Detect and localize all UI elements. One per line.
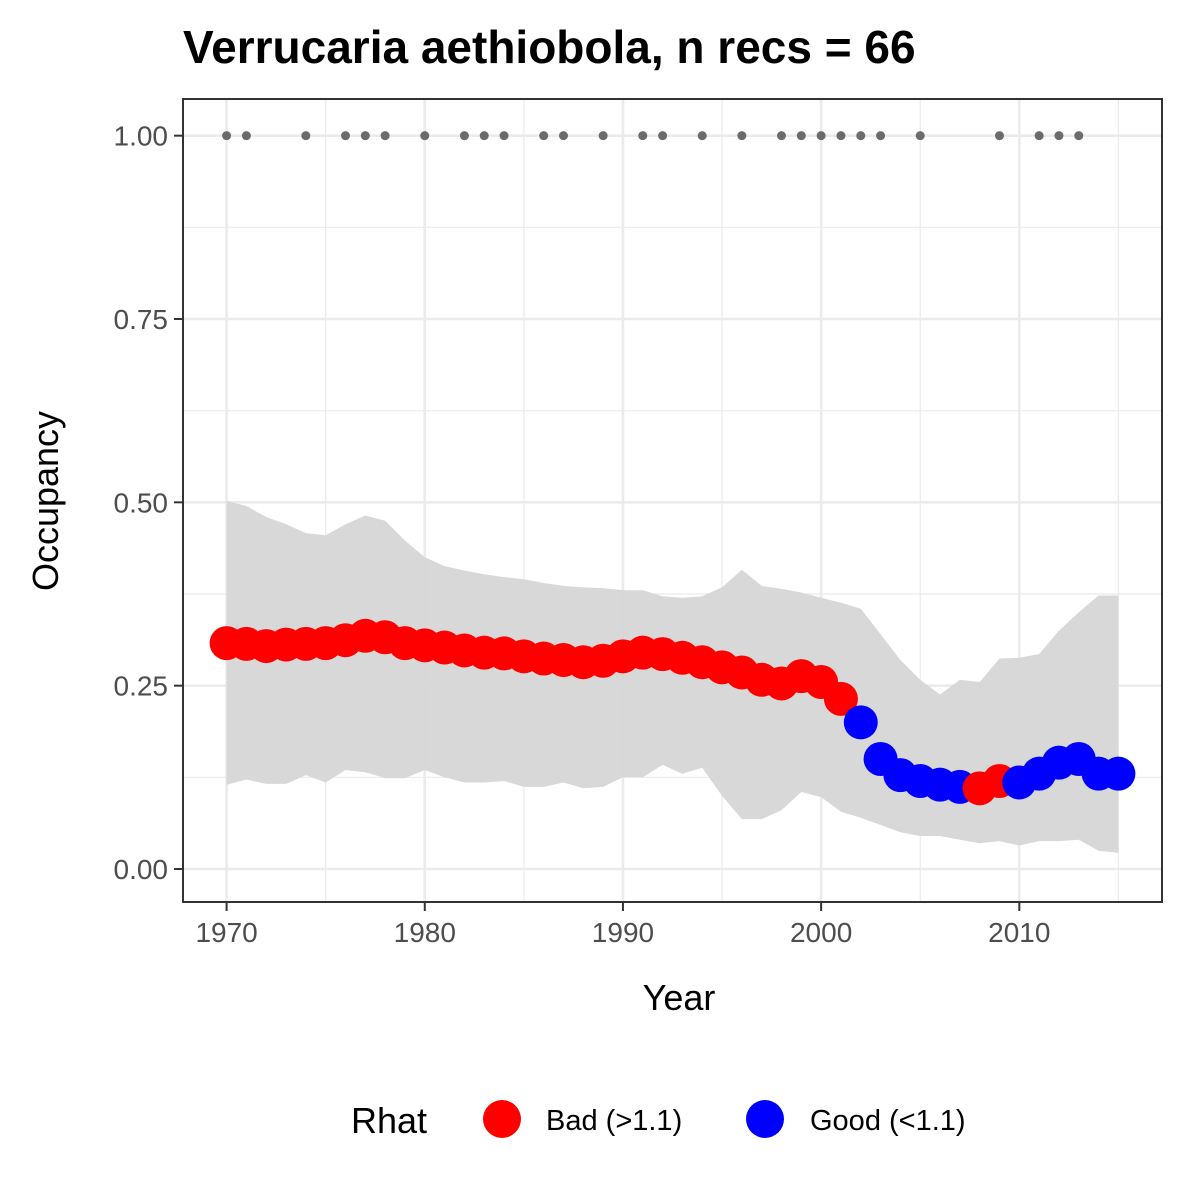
y-axis-title: Occupancy <box>25 411 66 591</box>
record-point <box>222 131 232 141</box>
record-point <box>915 131 925 141</box>
occupancy-points <box>209 618 1136 806</box>
record-point <box>479 131 489 141</box>
legend: Rhat Bad (>1.1) Good (<1.1) <box>351 1100 966 1141</box>
panel-border <box>182 98 1163 903</box>
record-point <box>658 131 668 141</box>
record-point <box>697 131 707 141</box>
record-point <box>241 131 251 141</box>
record-point <box>994 131 1004 141</box>
occupancy-point-good <box>843 705 878 740</box>
y-axis: 0.00 0.25 0.50 0.75 1.00 <box>114 121 183 885</box>
x-axis: 1970 1980 1990 2000 2010 <box>195 902 1050 948</box>
x-axis-title: Year <box>643 977 716 1018</box>
x-tick-label: 1970 <box>195 917 257 948</box>
record-point <box>776 131 786 141</box>
record-point <box>301 131 311 141</box>
legend-title: Rhat <box>351 1100 427 1141</box>
record-points <box>222 131 1084 141</box>
x-tick-label: 2010 <box>988 917 1050 948</box>
x-tick-label: 2000 <box>790 917 852 948</box>
x-tick-label: 1980 <box>394 917 456 948</box>
record-point <box>796 131 806 141</box>
record-point <box>737 131 747 141</box>
record-point <box>559 131 569 141</box>
y-tick-label: 0.50 <box>114 487 169 518</box>
record-point <box>1074 131 1084 141</box>
occupancy-point-good <box>1101 756 1136 791</box>
legend-key-bad <box>483 1100 521 1138</box>
y-tick-label: 1.00 <box>114 121 169 152</box>
record-point <box>876 131 886 141</box>
record-point <box>380 131 390 141</box>
record-point <box>1054 131 1064 141</box>
record-point <box>836 131 846 141</box>
record-point <box>598 131 608 141</box>
record-point <box>638 131 648 141</box>
record-point <box>360 131 370 141</box>
record-point <box>856 131 866 141</box>
record-point <box>539 131 549 141</box>
record-point <box>816 131 826 141</box>
record-point <box>459 131 469 141</box>
legend-label-good: Good (<1.1) <box>810 1105 966 1137</box>
y-tick-label: 0.25 <box>114 671 169 702</box>
legend-label-bad: Bad (>1.1) <box>546 1105 682 1137</box>
chart-title: Verrucaria aethiobola, n recs = 66 <box>183 21 916 73</box>
legend-key-good <box>746 1100 784 1138</box>
occupancy-point-bad <box>823 681 858 716</box>
record-point <box>1034 131 1044 141</box>
record-point <box>499 131 509 141</box>
x-tick-label: 1990 <box>592 917 654 948</box>
y-tick-label: 0.75 <box>114 304 169 335</box>
y-tick-label: 0.00 <box>114 854 169 885</box>
record-point <box>420 131 430 141</box>
record-point <box>341 131 351 141</box>
